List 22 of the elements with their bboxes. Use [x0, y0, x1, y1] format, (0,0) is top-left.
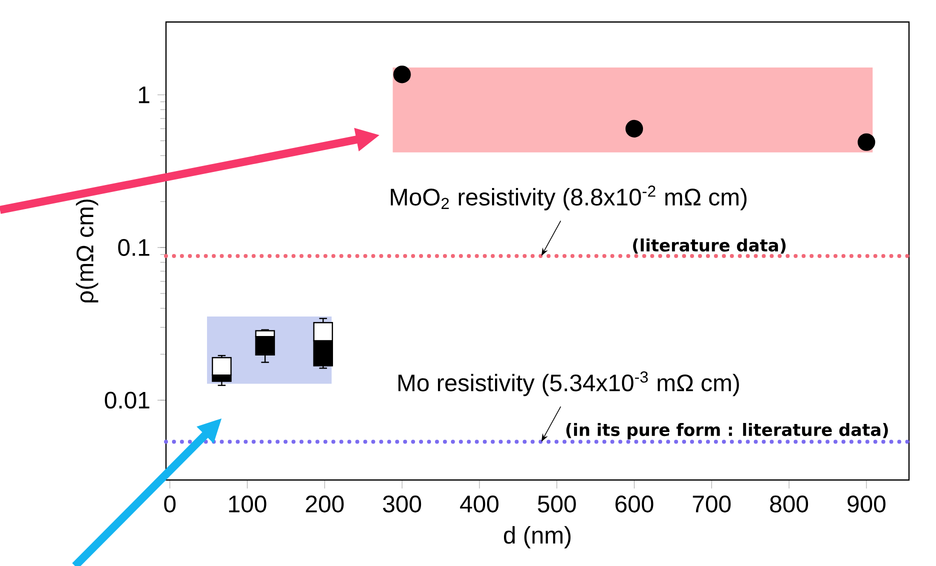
ref-line-label: MoO$_{2}$ resistivity (8.8x10$^{-2}$ mΩ cm): [390, 186, 747, 210]
x-tick-label: 900: [848, 496, 886, 512]
x-tick-label: 500: [538, 496, 576, 512]
y-tick-label: 0.01: [104, 392, 150, 409]
annotation: (literature data): [633, 238, 786, 254]
x-tick-label: 0: [164, 496, 176, 512]
y-tick-label: 0.1: [118, 239, 150, 256]
x-tick-label: 300: [383, 496, 422, 512]
point: [625, 120, 644, 138]
ref-line-label: Mo resistivity (5.34x10$^{-3}$ mΩ cm): [398, 371, 739, 396]
x-tick-label: 200: [306, 496, 344, 512]
point: [393, 66, 411, 84]
y-axis-title: ρ(mΩ cm): [76, 200, 98, 302]
point: [858, 133, 876, 151]
x-tick-label: 400: [460, 496, 498, 512]
x-tick-label: 100: [229, 496, 266, 512]
annotation: (in its pure form : literature data): [566, 422, 888, 440]
y-tick-label: 1: [138, 86, 150, 104]
x-tick-label: 800: [770, 496, 808, 512]
x-tick-label: 700: [692, 496, 731, 512]
x-axis-title: d (nm): [504, 526, 571, 548]
x-tick-label: 600: [616, 496, 654, 512]
